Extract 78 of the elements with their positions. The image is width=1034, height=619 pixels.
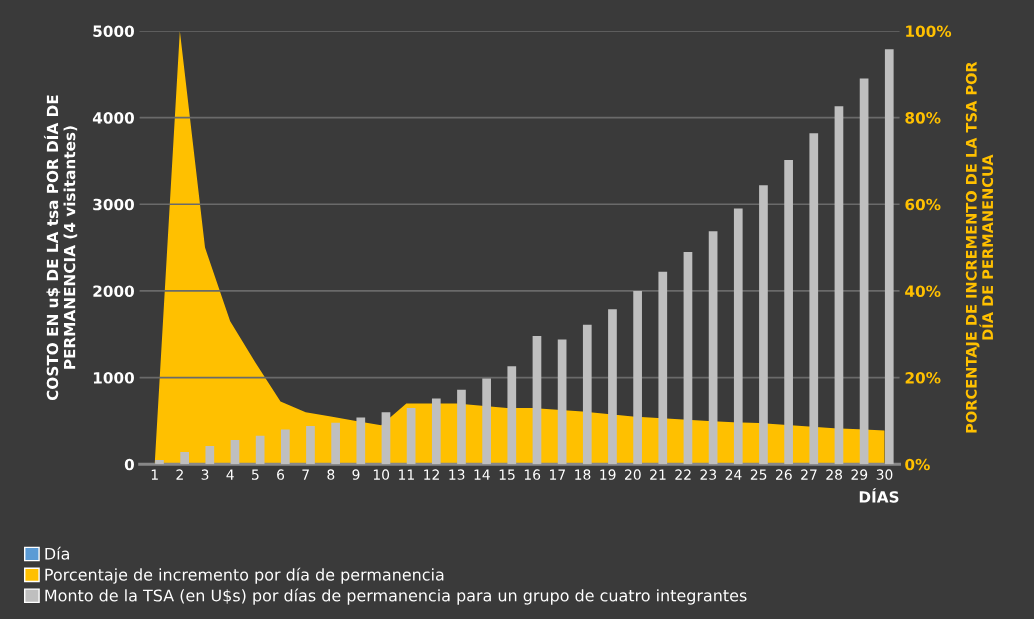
- x-tick-label: 16: [524, 469, 541, 480]
- x-tick-label: 5: [252, 469, 259, 480]
- y2-tick-label: 0%: [905, 458, 930, 471]
- bar: [633, 290, 642, 465]
- bar: [884, 49, 894, 465]
- y2-tick-label: 80%: [905, 112, 941, 124]
- x-tick-label: 26: [776, 469, 792, 480]
- x-tick-label: 6: [277, 469, 285, 480]
- y2-tick-label: 40%: [905, 285, 941, 297]
- bar: [205, 446, 215, 465]
- x-tick-label: 7: [302, 469, 309, 480]
- x-tick-label: 29: [851, 469, 868, 480]
- bar: [180, 452, 189, 465]
- bar: [406, 407, 416, 465]
- x-tick-label: 24: [725, 469, 742, 480]
- bar: [658, 271, 668, 465]
- x-tick-label: 3: [201, 469, 209, 480]
- bar: [482, 378, 491, 465]
- legend-label: Monto de la TSA (en U$s) por días de permanencia para un grupo de cuatro integrantes: [45, 588, 747, 605]
- bar: [507, 366, 517, 465]
- y2-tick-label: 60%: [905, 198, 941, 211]
- bar: [733, 208, 743, 465]
- bar: [431, 398, 441, 465]
- bar: [834, 106, 844, 465]
- x-axis-title: DÍAS: [859, 488, 899, 503]
- x-tick-label: 15: [499, 469, 515, 480]
- x-tick-label: 8: [327, 469, 335, 480]
- y2-tick-label: 20%: [905, 372, 941, 384]
- x-tick-label: 28: [826, 469, 843, 480]
- legend-label: Día: [45, 546, 69, 560]
- x-tick-label: 11: [399, 469, 414, 480]
- x-tick-label: 1: [151, 469, 158, 480]
- x-tick-label: 14: [474, 469, 490, 480]
- bar: [356, 417, 366, 465]
- x-tick-label: 22: [675, 469, 691, 480]
- y-tick-label: 2000: [93, 285, 134, 297]
- x-tick-label: 23: [700, 469, 717, 480]
- x-tick-label: 12: [424, 469, 439, 480]
- y-tick-label: 0: [124, 458, 134, 471]
- bar: [381, 412, 391, 465]
- bar: [582, 324, 592, 465]
- x-tick-label: 10: [373, 469, 390, 480]
- bar: [784, 160, 793, 465]
- x-tick-label: 27: [801, 469, 817, 480]
- y2-axis-title: PORCENTAJE DE INCREMENTO DE LA TSA POR DÍA DE PERMANENCUA: [965, 61, 994, 433]
- y-tick-label: 1000: [93, 372, 134, 384]
- bar: [457, 389, 466, 465]
- bar: [683, 251, 693, 465]
- bar: [809, 133, 819, 465]
- y-tick-label: 5000: [93, 25, 134, 37]
- bar: [859, 78, 869, 465]
- bar: [306, 426, 315, 465]
- bar: [759, 185, 768, 465]
- bar: [557, 339, 567, 465]
- x-tick-label: 20: [625, 469, 641, 480]
- x-tick-label: 2: [176, 469, 183, 480]
- legend-label: Porcentaje de incremento por día de permanencia: [45, 567, 444, 584]
- x-tick-label: 13: [449, 469, 465, 480]
- bar: [230, 439, 240, 465]
- y2-tick-label: 100%: [906, 25, 952, 37]
- y-tick-label: 4000: [92, 112, 134, 124]
- x-tick-label: 4: [226, 469, 234, 480]
- x-tick-label: 19: [600, 469, 616, 480]
- y-axis-title: COSTO EN u$ DE LA tsa POR DÍA DE PERMANENCIA (4 visitantes): [43, 95, 78, 401]
- bar: [280, 429, 290, 465]
- bar: [708, 231, 718, 465]
- bar: [532, 335, 542, 465]
- x-tick-label: 17: [550, 469, 565, 480]
- x-tick-label: 21: [650, 469, 666, 480]
- x-tick-label: 25: [750, 469, 767, 480]
- x-tick-label: 30: [876, 469, 893, 480]
- bar: [608, 309, 617, 465]
- bar: [255, 435, 265, 465]
- x-tick-label: 18: [575, 469, 591, 480]
- y-tick-label: 3000: [93, 198, 134, 211]
- bar: [331, 422, 340, 465]
- bar: [155, 459, 164, 465]
- x-tick-label: 9: [352, 469, 360, 480]
